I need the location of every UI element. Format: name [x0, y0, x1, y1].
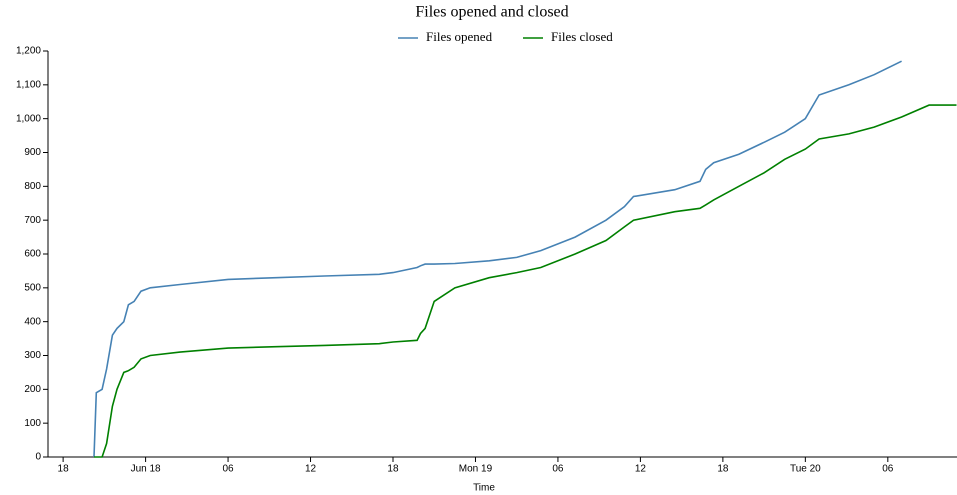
- series-line: [94, 104, 957, 458]
- x-tick-label: Tue 20: [790, 464, 821, 475]
- x-tick-label: 18: [717, 464, 729, 475]
- x-tick-label: 12: [635, 464, 647, 475]
- y-tick-label: 300: [24, 350, 41, 361]
- x-tick-label: Mon 19: [459, 464, 493, 475]
- y-tick-label: 1,200: [16, 46, 41, 57]
- y-tick-label: 200: [24, 384, 41, 395]
- y-tick-label: 800: [24, 181, 41, 192]
- x-tick-label: 12: [305, 464, 317, 475]
- y-tick-label: 1,100: [16, 79, 41, 90]
- series-line: [93, 60, 902, 458]
- y-tick-label: 1,000: [16, 113, 41, 124]
- x-tick-label: 18: [58, 464, 70, 475]
- y-tick-label: 600: [24, 249, 41, 260]
- x-axis-label: Time: [473, 483, 495, 494]
- x-tick-label: 06: [882, 464, 894, 475]
- x-tick-label: 18: [387, 464, 399, 475]
- y-tick-label: 400: [24, 316, 41, 327]
- y-tick-label: 100: [24, 418, 41, 429]
- legend-label: Files closed: [551, 29, 613, 44]
- chart-title: Files opened and closed: [415, 4, 568, 21]
- y-tick-label: 0: [35, 452, 41, 463]
- x-tick-label: 06: [552, 464, 564, 475]
- y-tick-label: 500: [24, 282, 41, 293]
- y-tick-label: 900: [24, 147, 41, 158]
- legend-label: Files opened: [426, 29, 493, 44]
- x-tick-label: 06: [222, 464, 234, 475]
- y-tick-label: 700: [24, 215, 41, 226]
- x-tick-label: Jun 18: [131, 464, 161, 475]
